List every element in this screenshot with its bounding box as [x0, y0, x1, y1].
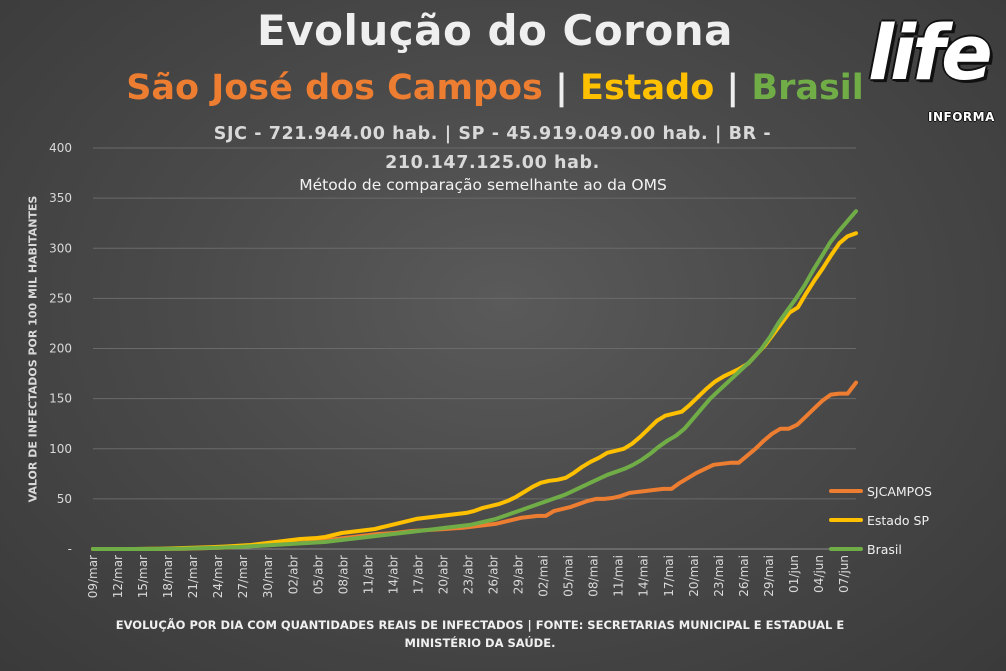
x-tick-label: 08/abr — [336, 555, 350, 594]
population-info: SJC - 721.944.00 hab. | SP - 45.919.049.… — [213, 124, 772, 173]
legend-label: Brasil — [867, 542, 902, 557]
x-tick-label: 09/mar — [86, 555, 100, 598]
x-tick-label: 27/mar — [236, 555, 250, 598]
x-tick-label: 18/mar — [161, 555, 175, 598]
x-tick-label: 21/mar — [186, 555, 200, 598]
y-tick-label: 100 — [49, 442, 72, 456]
x-tick-label: 26/abr — [487, 555, 501, 594]
subtitle-separator: | — [542, 68, 581, 108]
y-tick-label: 400 — [49, 141, 72, 155]
logo-main-text: life — [868, 8, 993, 97]
x-tick-label: 24/mar — [211, 555, 225, 598]
x-tick-label: 17/mai — [662, 555, 676, 597]
y-tick-label: 250 — [49, 291, 72, 305]
x-tick-label: 15/mar — [136, 555, 150, 598]
x-tick-label: 29/mai — [762, 555, 776, 597]
chart-subtitle: São José dos Campos | Estado | Brasil — [0, 68, 990, 108]
chart-title: Evolução do Corona — [257, 6, 733, 55]
y-tick-label: 50 — [57, 492, 72, 506]
series-line — [91, 231, 858, 551]
life-informa-logo: life INFORMA — [868, 8, 994, 130]
method-note: Método de comparação semelhante ao da OM… — [299, 176, 667, 194]
logo-sub-text: INFORMA — [928, 110, 995, 124]
x-tick-label: 23/abr — [462, 555, 476, 594]
subtitle-brasil: Brasil — [751, 68, 864, 108]
y-tick-label: - — [68, 542, 72, 556]
x-tick-label: 04/jun — [812, 555, 826, 593]
x-axis-label: EVOLUÇÃO POR DIA COM QUANTIDADES REAIS D… — [115, 618, 845, 650]
subtitle-separator: | — [714, 68, 752, 108]
x-tick-label: 14/mai — [637, 555, 651, 597]
y-tick-label: 350 — [49, 191, 72, 205]
x-tick-label: 17/abr — [411, 555, 425, 594]
legend-label: SJCAMPOS — [867, 484, 932, 499]
x-tick-label: 12/mar — [111, 555, 125, 598]
y-tick-label: 200 — [49, 342, 72, 356]
subtitle-sjc: São José dos Campos — [126, 68, 543, 108]
y-tick-label: 300 — [49, 241, 72, 255]
x-tick-label: 26/mai — [737, 555, 751, 597]
x-tick-label: 07/jun — [837, 555, 851, 593]
x-tick-label: 11/mai — [612, 555, 626, 597]
series-line — [91, 209, 858, 551]
x-tick-label: 20/mai — [687, 555, 701, 597]
subtitle-estado: Estado — [580, 68, 715, 108]
x-tick-label: 30/mar — [261, 555, 275, 598]
x-tick-label: 01/jun — [787, 555, 801, 593]
legend-label: Estado SP — [867, 513, 929, 528]
x-tick-label: 29/abr — [512, 555, 526, 594]
y-tick-label: 150 — [49, 392, 72, 406]
x-tick-label: 23/mai — [712, 555, 726, 597]
x-tick-label: 02/mai — [537, 555, 551, 597]
x-tick-label: 05/abr — [311, 555, 325, 594]
x-tick-label: 14/abr — [386, 555, 400, 594]
x-tick-label: 20/abr — [436, 555, 450, 594]
x-tick-label: 08/mai — [587, 555, 601, 597]
x-tick-label: 05/mai — [562, 555, 576, 597]
x-tick-label: 11/abr — [361, 555, 375, 594]
x-tick-label: 02/abr — [286, 555, 300, 594]
